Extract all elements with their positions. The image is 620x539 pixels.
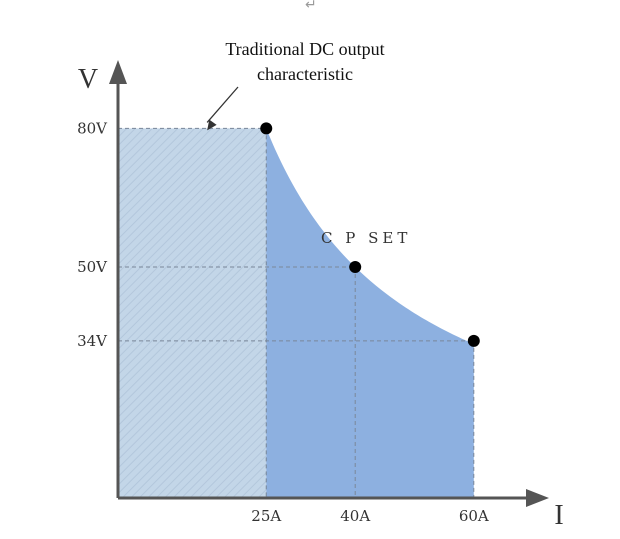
y-axis-title: V: [78, 64, 98, 95]
annotation-line-2: characteristic: [257, 64, 353, 84]
cp-set-label: C P SET: [321, 229, 411, 247]
annotation-line-1: Traditional DC output: [225, 39, 384, 59]
x-tick-label: 60A: [459, 507, 489, 525]
tick-labels-layer: 25A 40A 60A 80V 50V 34V: [77, 119, 489, 525]
x-tick-label: 40A: [340, 507, 370, 525]
data-point: [260, 122, 273, 135]
data-point: [467, 334, 480, 347]
y-axis-arrow: [109, 60, 127, 84]
annotation-arrow-head: [207, 119, 217, 131]
axes-layer: VI: [78, 60, 564, 531]
x-axis-title: I: [554, 500, 563, 531]
guides-layer: [118, 127, 475, 498]
y-tick-label: 80V: [77, 119, 108, 137]
x-tick-label: 25A: [251, 507, 281, 525]
y-tick-label: 50V: [77, 258, 108, 276]
region-cp-set: [266, 128, 474, 498]
return-glyph: ↵: [305, 0, 317, 13]
points-layer: [260, 122, 480, 347]
annotation-arrow-shaft: [206, 86, 239, 123]
x-axis-arrow: [526, 489, 549, 507]
annotations-layer: Traditional DC output characteristic C P S…: [206, 39, 411, 247]
y-tick-label: 34V: [77, 332, 108, 350]
region-traditional-dc: [118, 128, 267, 498]
regions-layer: [118, 128, 474, 498]
data-point: [349, 261, 362, 273]
